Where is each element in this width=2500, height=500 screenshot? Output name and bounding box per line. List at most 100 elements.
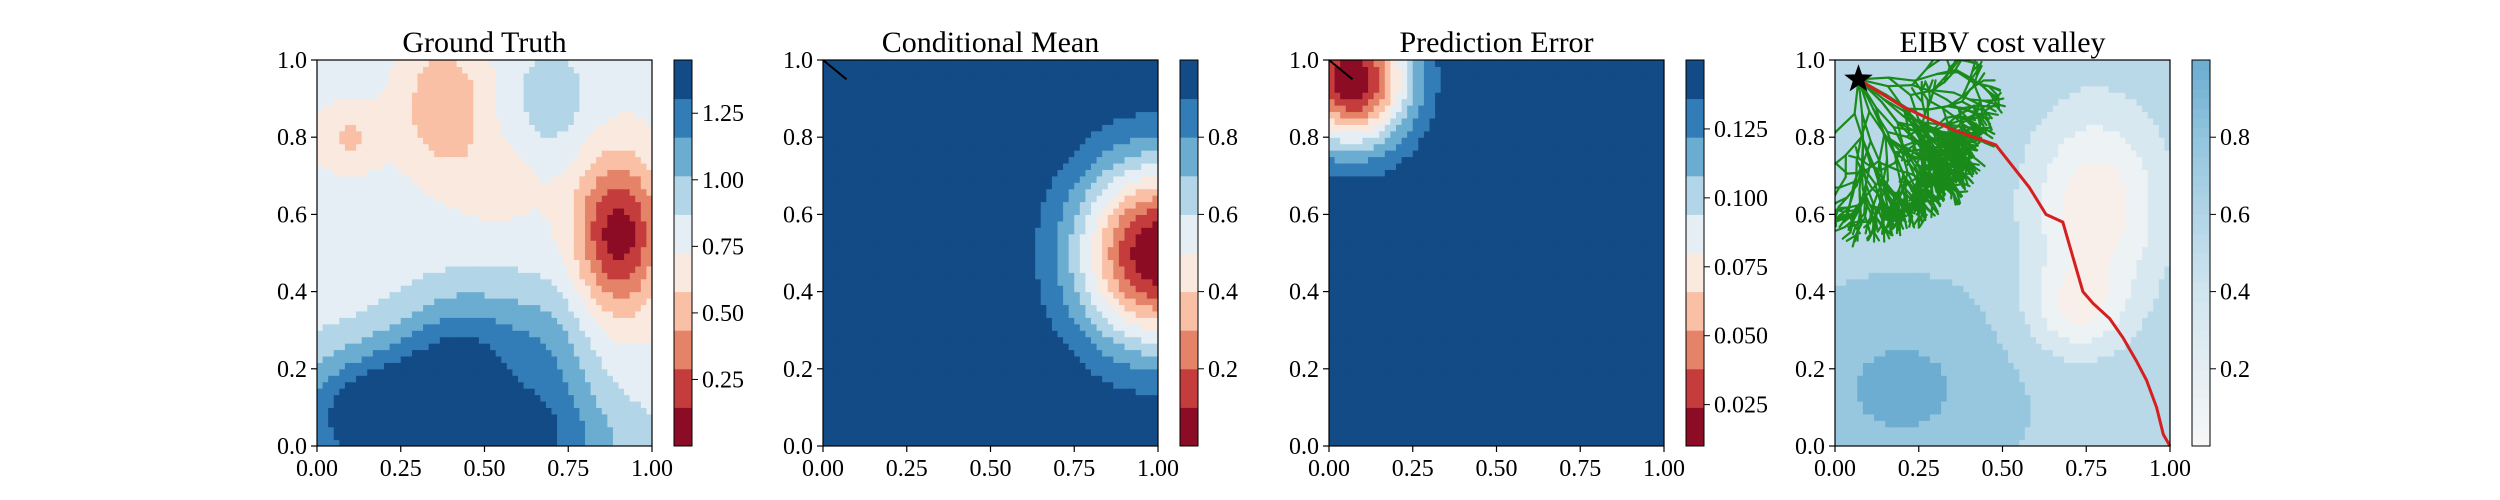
heatmap-cell (562, 137, 569, 145)
heatmap-cell (945, 259, 953, 267)
heatmap-cell (484, 66, 491, 74)
heatmap-cell (423, 343, 430, 351)
heatmap-cell (562, 207, 569, 215)
heatmap-cell (601, 111, 608, 119)
heatmap-cell (367, 439, 374, 446)
heatmap-cell (439, 175, 447, 183)
heatmap-cell (344, 150, 352, 158)
heatmap-cell (523, 400, 530, 408)
heatmap-cell (873, 246, 880, 254)
heatmap-cell (929, 79, 936, 87)
heatmap-cell (411, 240, 419, 248)
heatmap-cell (867, 214, 874, 222)
heatmap-cell (434, 137, 441, 145)
heatmap-cell (411, 420, 419, 428)
heatmap-cell (562, 60, 569, 68)
heatmap-cell (890, 105, 897, 113)
heatmap-cell (601, 207, 608, 215)
heatmap-cell (428, 426, 435, 434)
heatmap-cell (895, 60, 902, 68)
heatmap-cell (612, 60, 620, 68)
heatmap-cell (823, 439, 830, 446)
heatmap-cell (356, 426, 363, 434)
heatmap-cell (389, 72, 396, 80)
heatmap-cell (395, 381, 402, 389)
heatmap-cell (624, 240, 631, 248)
heatmap-cell (495, 394, 502, 402)
heatmap-cell (361, 175, 368, 183)
heatmap-cell (828, 253, 835, 261)
heatmap-cell (378, 227, 385, 235)
heatmap-cell (940, 195, 947, 203)
heatmap-cell (545, 117, 553, 125)
heatmap-cell (545, 343, 553, 351)
heatmap-cell (411, 291, 419, 299)
heatmap-cell (534, 336, 541, 344)
heatmap-cell (601, 150, 608, 158)
heatmap-cell (940, 413, 947, 421)
heatmap-cell (579, 330, 586, 338)
heatmap-cell (434, 117, 441, 125)
heatmap-cell (406, 79, 413, 87)
heatmap-cell (328, 214, 335, 222)
heatmap-cell (585, 105, 592, 113)
heatmap-cell (423, 162, 430, 170)
heatmap-cell (823, 304, 830, 312)
heatmap-cell (501, 175, 508, 183)
heatmap-cell (333, 156, 340, 164)
heatmap-cell (624, 143, 631, 151)
heatmap-cell (929, 375, 936, 383)
heatmap-cell (557, 375, 564, 383)
heatmap-cell (534, 246, 541, 254)
heatmap-cell (624, 227, 631, 235)
heatmap-cell (573, 214, 581, 222)
heatmap-cell (906, 188, 913, 196)
heatmap-cell (501, 220, 508, 228)
heatmap-cell (495, 265, 502, 273)
heatmap-cell (411, 98, 419, 106)
heatmap-cell (912, 85, 919, 93)
heatmap-cell (618, 246, 625, 254)
heatmap-cell (551, 298, 558, 306)
heatmap-cell (473, 433, 480, 441)
heatmap-cell (890, 433, 897, 441)
heatmap-cell (923, 298, 930, 306)
heatmap-cell (478, 175, 486, 183)
heatmap-cell (862, 323, 869, 331)
heatmap-cell (344, 240, 352, 248)
heatmap-cell (834, 253, 841, 261)
heatmap-cell (640, 188, 648, 196)
heatmap-cell (878, 388, 886, 396)
heatmap-cell (545, 394, 553, 402)
heatmap-cell (912, 92, 919, 100)
heatmap-cell (372, 233, 380, 241)
heatmap-cell (934, 162, 941, 170)
heatmap-cell (823, 298, 830, 306)
heatmap-cell (495, 278, 502, 286)
heatmap-cell (361, 400, 368, 408)
heatmap-cell (501, 92, 508, 100)
heatmap-cell (473, 227, 480, 235)
heatmap-cell (629, 343, 636, 351)
heatmap-cell (912, 240, 919, 248)
heatmap-cell (945, 433, 953, 441)
heatmap-cell (917, 150, 925, 158)
heatmap-cell (495, 323, 502, 331)
heatmap-cell (834, 98, 841, 106)
heatmap-cell (445, 246, 452, 254)
heatmap-cell (439, 169, 447, 177)
heatmap-cell (873, 278, 880, 286)
heatmap-cell (845, 426, 852, 434)
heatmap-cell (878, 188, 886, 196)
heatmap-cell (423, 304, 430, 312)
heatmap-cell (912, 60, 919, 68)
heatmap-cell (400, 420, 407, 428)
heatmap-cell (873, 66, 880, 74)
heatmap-cell (439, 207, 447, 215)
heatmap-cell (406, 240, 413, 248)
heatmap-cell (890, 150, 897, 158)
heatmap-cell (923, 214, 930, 222)
heatmap-cell (395, 66, 402, 74)
heatmap-cell (356, 265, 363, 273)
heatmap-cell (568, 246, 575, 254)
